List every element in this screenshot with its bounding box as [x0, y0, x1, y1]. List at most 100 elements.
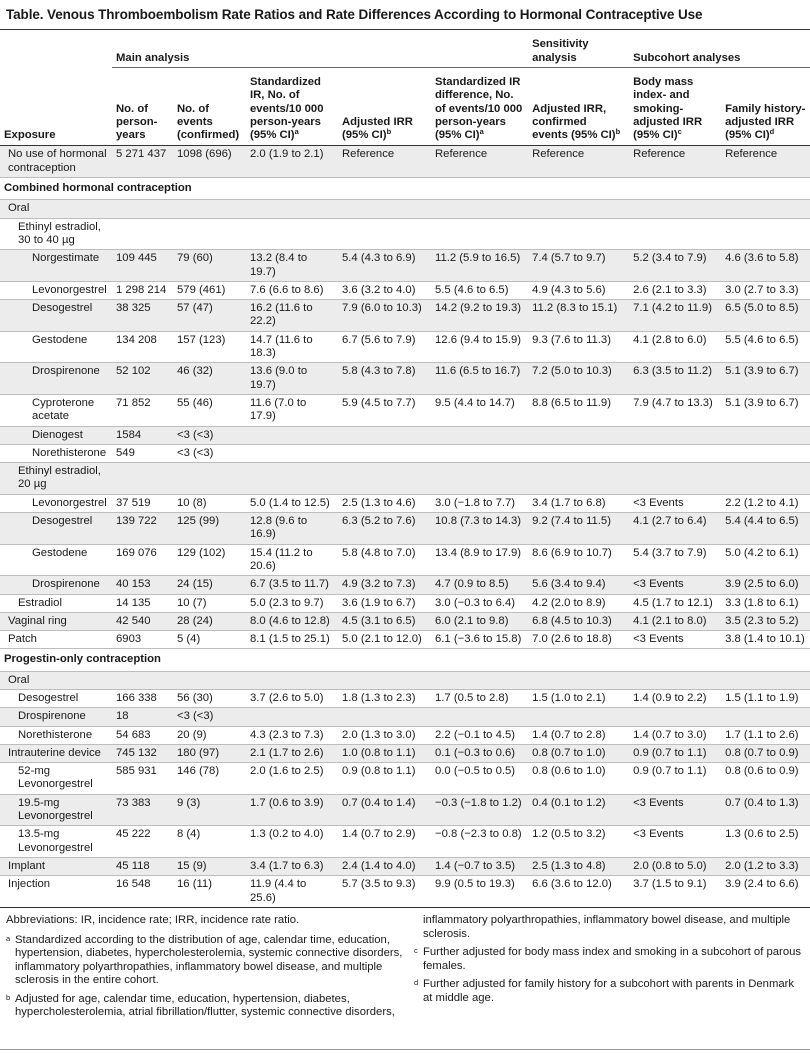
table-row: Levonorgestrel 37 519 10 (8) 5.0 (1.4 to 12…	[0, 494, 810, 514]
footnote-marker: d	[769, 127, 775, 137]
std-ir-difference-cell: 0.0 (−0.5 to 0.5)	[431, 762, 529, 795]
exposure-cell: Levonorgestrel	[0, 494, 112, 514]
footnote-marker: a	[479, 127, 484, 137]
adjusted-irr-cell	[338, 444, 431, 464]
person-years-cell: 14 135	[112, 594, 173, 613]
family-history-irr-cell	[721, 444, 810, 464]
family-history-irr-cell: 3.9 (2.5 to 6.0)	[721, 575, 810, 595]
adjusted-irr-cell: 2.4 (1.4 to 4.0)	[338, 857, 431, 877]
exposure-cell: Levonorgestrel	[0, 281, 112, 301]
footnotes-left-column: Abbreviations: IR, incidence rate; IRR, …	[6, 914, 406, 1025]
footnote-marker: b	[386, 127, 392, 137]
exposure-cell: Patch	[0, 630, 112, 650]
footnote-marker: a	[294, 127, 299, 137]
table-row: Desogestrel 139 722 125 (99) 12.8 (9.6 to 1…	[0, 512, 810, 545]
std-ir-difference-cell: 4.7 (0.9 to 8.5)	[431, 575, 529, 595]
family-history-irr-cell: 4.6 (3.6 to 5.8)	[721, 249, 810, 282]
std-ir-difference-cell: 9.9 (0.5 to 19.3)	[431, 875, 529, 908]
family-history-irr-cell: 2.0 (1.2 to 3.3)	[721, 857, 810, 877]
person-years-cell: 139 722	[112, 512, 173, 545]
person-years-cell: 40 153	[112, 575, 173, 595]
table-row: Drospirenone 52 102 46 (32) 13.6 (9.0 to 19…	[0, 362, 810, 395]
std-ir-difference-cell: −0.3 (−1.8 to 1.2)	[431, 794, 529, 827]
bmi-smoking-irr-cell: Reference	[629, 145, 722, 179]
sensitivity-irr-cell: 4.2 (2.0 to 8.9)	[528, 594, 630, 613]
sensitivity-irr-cell: 1.5 (1.0 to 2.1)	[528, 689, 630, 709]
std-ir-cell: 13.6 (9.0 to 19.7)	[246, 362, 338, 395]
exposure-cell: Intrauterine device	[0, 744, 112, 764]
std-ir-cell: 16.2 (11.6 to 22.2)	[246, 299, 338, 332]
events-cell: 20 (9)	[173, 726, 246, 745]
table-row: Oral	[0, 671, 810, 690]
col-header-exposure: Exposure	[0, 67, 112, 147]
std-ir-cell: 5.0 (1.4 to 12.5)	[246, 494, 338, 514]
table-row: Estradiol 14 135 10 (7) 5.0 (2.3 to 9.7) 3.6…	[0, 594, 810, 613]
std-ir-cell: 8.1 (1.5 to 25.1)	[246, 630, 338, 650]
sensitivity-irr-cell: 4.9 (4.3 to 5.6)	[528, 281, 630, 301]
footnote-marker: b	[615, 127, 621, 137]
std-ir-cell: 2.1 (1.7 to 2.6)	[246, 744, 338, 764]
table-body: No use of hormonal contraception 5 271 43…	[0, 145, 810, 908]
std-ir-difference-cell	[431, 218, 529, 251]
std-ir-difference-cell	[431, 199, 529, 219]
bmi-smoking-irr-cell: 7.9 (4.7 to 13.3)	[629, 394, 722, 427]
footnote-b-text: Adjusted for age, calendar time, educati…	[15, 992, 395, 1019]
adjusted-irr-cell: 3.6 (1.9 to 6.7)	[338, 594, 431, 613]
table-row: 13.5-mg Levonorgestrel 45 222 8 (4) 1.3 (0.…	[0, 825, 810, 858]
std-ir-cell: 3.4 (1.7 to 6.3)	[246, 857, 338, 877]
std-ir-difference-cell: 1.7 (0.5 to 2.8)	[431, 689, 529, 709]
family-history-irr-cell: 3.3 (1.8 to 6.1)	[721, 594, 810, 613]
adjusted-irr-cell: Reference	[338, 145, 431, 179]
std-ir-cell: 8.0 (4.6 to 12.8)	[246, 612, 338, 632]
col-header-person-years: No. of person-years	[112, 67, 173, 147]
std-ir-difference-cell: 5.5 (4.6 to 6.5)	[431, 281, 529, 301]
bmi-smoking-irr-cell	[629, 444, 722, 464]
std-ir-cell: 12.8 (9.6 to 16.9)	[246, 512, 338, 545]
std-ir-difference-cell: 1.4 (−0.7 to 3.5)	[431, 857, 529, 877]
sensitivity-irr-cell: 7.0 (2.6 to 18.8)	[528, 630, 630, 650]
person-years-cell	[112, 218, 173, 251]
footnotes-right-column: inflammatory polyarthropathies, inflamma…	[414, 914, 804, 1010]
events-cell: <3 (<3)	[173, 426, 246, 445]
person-years-cell: 45 118	[112, 857, 173, 877]
family-history-irr-cell	[721, 199, 810, 219]
std-ir-difference-cell: 12.6 (9.4 to 15.9)	[431, 331, 529, 364]
std-ir-cell	[246, 199, 338, 219]
footnote-d-marker: d	[414, 978, 419, 987]
sensitivity-irr-cell: 0.4 (0.1 to 1.2)	[528, 794, 630, 827]
exposure-cell: Injection	[0, 875, 112, 908]
std-ir-cell: 1.7 (0.6 to 3.9)	[246, 794, 338, 827]
adjusted-irr-cell: 5.8 (4.3 to 7.8)	[338, 362, 431, 395]
events-cell	[173, 671, 246, 690]
person-years-cell: 71 852	[112, 394, 173, 427]
col-header-bmi-smoking-irr: Body mass index- and smoking-adjusted IR…	[629, 67, 722, 147]
table-row: Gestodene 169 076 129 (102) 15.4 (11.2 to 2…	[0, 544, 810, 577]
adjusted-irr-cell: 5.7 (3.5 to 9.3)	[338, 875, 431, 908]
family-history-irr-cell: 1.7 (1.1 to 2.6)	[721, 726, 810, 745]
person-years-cell: 134 208	[112, 331, 173, 364]
footnote-a: a Standardized according to the distribu…	[6, 934, 406, 988]
adjusted-irr-cell: 5.9 (4.5 to 7.7)	[338, 394, 431, 427]
adjusted-irr-cell: 1.8 (1.3 to 2.3)	[338, 689, 431, 709]
sensitivity-irr-cell	[528, 218, 630, 251]
std-ir-difference-cell	[431, 444, 529, 464]
table-row: Norethisterone 549 <3 (<3)	[0, 444, 810, 464]
bmi-smoking-irr-cell: 0.9 (0.7 to 1.1)	[629, 762, 722, 795]
bmi-smoking-irr-cell: 4.1 (2.1 to 8.0)	[629, 612, 722, 632]
adjusted-irr-cell: 5.0 (2.1 to 12.0)	[338, 630, 431, 650]
col-header-family-history-irr-text: Family history-adjusted IRR (95% CI)	[725, 102, 806, 142]
std-ir-difference-cell	[431, 462, 529, 495]
sensitivity-irr-cell: 8.8 (6.5 to 11.9)	[528, 394, 630, 427]
family-history-irr-cell	[721, 671, 810, 690]
table-row: Cyproterone acetate 71 852 55 (46) 11.6 (7.…	[0, 394, 810, 427]
events-cell: 146 (78)	[173, 762, 246, 795]
events-cell: 125 (99)	[173, 512, 246, 545]
adjusted-irr-cell: 2.0 (1.3 to 3.0)	[338, 726, 431, 745]
sensitivity-irr-cell: 11.2 (8.3 to 15.1)	[528, 299, 630, 332]
person-years-cell: 169 076	[112, 544, 173, 577]
sensitivity-irr-cell	[528, 671, 630, 690]
col-header-adjusted-irr-text: Adjusted IRR (95% CI)	[342, 115, 413, 142]
std-ir-cell: 15.4 (11.2 to 20.6)	[246, 544, 338, 577]
std-ir-cell: 14.7 (11.6 to 18.3)	[246, 331, 338, 364]
family-history-irr-cell: 0.8 (0.6 to 0.9)	[721, 762, 810, 795]
